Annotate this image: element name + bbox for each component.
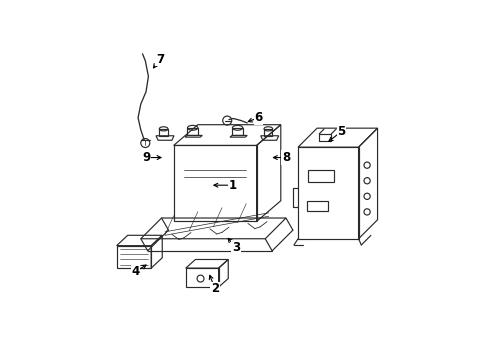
- Text: 6: 6: [254, 111, 262, 124]
- Text: 7: 7: [156, 53, 163, 66]
- Bar: [319, 134, 331, 140]
- Text: 8: 8: [281, 151, 289, 164]
- Bar: [308, 170, 334, 182]
- Bar: [173, 145, 256, 221]
- Bar: [232, 128, 242, 135]
- Text: 2: 2: [211, 282, 219, 295]
- Bar: [185, 268, 218, 287]
- Bar: [264, 129, 272, 136]
- Bar: [187, 128, 198, 135]
- Bar: [298, 147, 358, 239]
- Text: 5: 5: [336, 125, 345, 138]
- Text: 9: 9: [142, 151, 150, 164]
- Text: 1: 1: [228, 179, 236, 192]
- Text: 4: 4: [131, 265, 140, 278]
- Text: 3: 3: [231, 241, 240, 254]
- Bar: [306, 201, 327, 211]
- Bar: [159, 129, 167, 136]
- Bar: [117, 246, 151, 268]
